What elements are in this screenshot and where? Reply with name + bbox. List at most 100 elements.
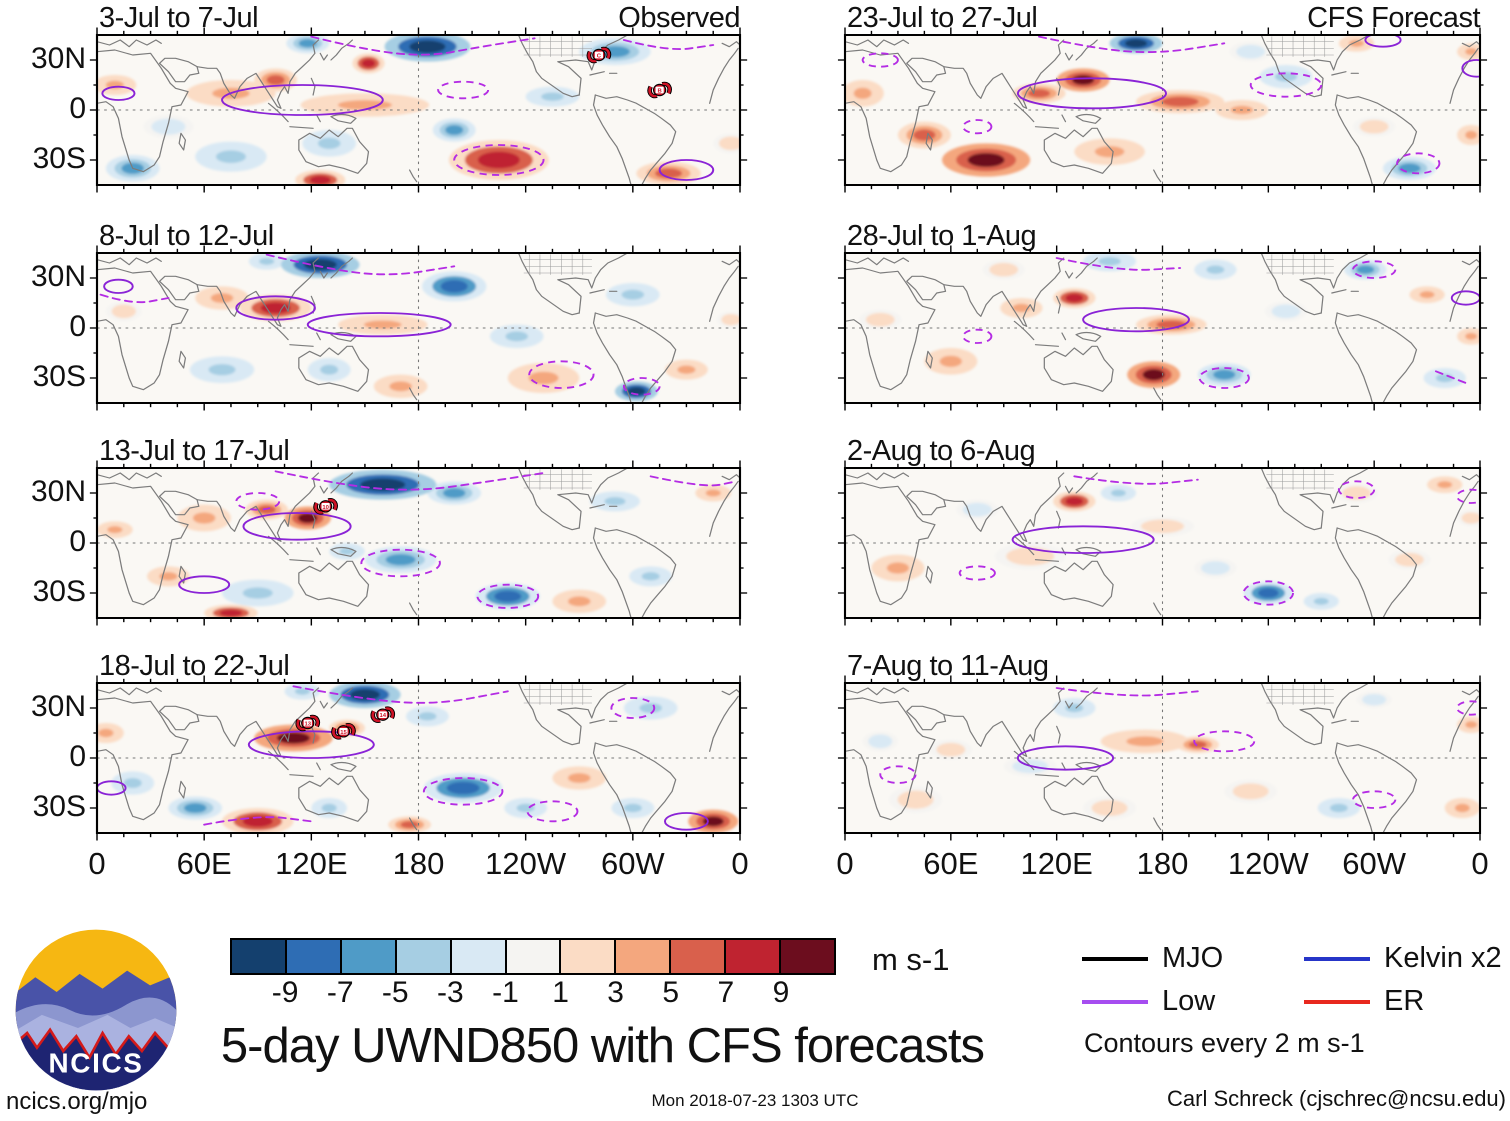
legend-item-er: ER (1304, 985, 1502, 1018)
ncics-logo: NCICS (14, 928, 178, 1092)
y-axis-tick-label: 0 (69, 740, 86, 773)
panel-title: 13-Jul to 17-Jul (99, 435, 290, 467)
colorbar-tick-label: -9 (271, 976, 299, 1009)
colorbar-tick-label: 1 (552, 976, 569, 1009)
colorbar (230, 938, 836, 975)
map-panel-3: 10 (89, 460, 748, 626)
x-axis-left: 0 60E 120E 180 120W 60W 0 (88, 846, 748, 886)
colorbar-tick-label: -3 (437, 976, 464, 1009)
x-axis-tick-label: 0 (1471, 846, 1489, 881)
legend-label: MJO (1162, 942, 1224, 974)
tropical-cyclone-marker: C (586, 46, 612, 64)
panel-corner-label: Observed (618, 2, 740, 34)
x-axis-tick-label: 120W (1227, 846, 1309, 881)
figure-title: 5-day UWND850 with CFS forecasts (220, 1019, 985, 1073)
panel-title: 7-Aug to 11-Aug (847, 650, 1049, 682)
x-axis-tick-label: 60E (923, 846, 979, 881)
map-panel-5 (837, 27, 1488, 193)
map-panel-2 (89, 245, 748, 411)
logo-ridge-line (15, 1027, 177, 1061)
legend-item-mjo: MJO (1082, 942, 1304, 975)
tropical-cyclone-marker: 13 (295, 714, 321, 732)
colorbar-cell (396, 940, 452, 973)
x-axis-tick-label: 0 (88, 846, 106, 881)
map-canvas: 10 (89, 460, 748, 626)
coastlines (97, 253, 740, 403)
y-axis-tick-label: 0 (69, 525, 86, 558)
logo-base (15, 1029, 177, 1091)
legend-item-low: Low (1082, 985, 1304, 1018)
map-panel-6 (837, 245, 1488, 411)
x-axis-tick-label: 0 (836, 846, 854, 881)
y-axis-tick-label: 30S (32, 360, 86, 393)
low-frequency-contours (861, 35, 1480, 175)
colorbar-tick-label: 9 (772, 976, 790, 1009)
map-panel-8 (837, 675, 1488, 841)
colorbar-tick-label: -1 (492, 976, 519, 1009)
colorbar-unit-label: m s-1 (872, 942, 950, 977)
colorbar-cell (561, 940, 617, 973)
map-canvas (89, 245, 748, 411)
colorbar-cell (341, 940, 397, 973)
y-axis-tick-label: 0 (69, 310, 86, 343)
panel-title: 18-Jul to 22-Jul (99, 650, 290, 682)
panel-corner-label: CFS Forecast (1307, 2, 1480, 34)
colorbar-cell (616, 940, 672, 973)
panel-title: 3-Jul to 7-Jul (99, 2, 259, 34)
footer-credit: Carl Schreck (cjschrec@ncsu.edu) (1167, 1086, 1506, 1111)
x-axis-tick-label: 120E (1020, 846, 1093, 881)
footer-url[interactable]: ncics.org/mjo (6, 1088, 148, 1115)
svg-text:10: 10 (322, 505, 329, 511)
y-axis-tick-label: 30N (30, 260, 86, 293)
y-axis-tick-label: 30N (30, 690, 86, 723)
colorbar-tick-label: 3 (607, 976, 624, 1009)
map-canvas: 13 15 14 (89, 675, 748, 841)
svg-text:14: 14 (380, 713, 387, 719)
colorbar-cell (232, 940, 287, 973)
panel-title: 28-Jul to 1-Aug (847, 220, 1037, 252)
coastlines (845, 683, 1480, 833)
legend-label: Low (1162, 985, 1216, 1017)
legend-label: Kelvin x2 (1384, 942, 1502, 974)
low-frequency-contours (178, 470, 738, 609)
ncics-logo-graphic: NCICS (15, 929, 177, 1091)
colorbar-tick-label: 7 (717, 976, 735, 1009)
tropical-cyclone-marker: 10 (313, 498, 338, 515)
legend-label: ER (1384, 985, 1425, 1017)
legend-item-kelvin-x2: Kelvin x2 (1304, 942, 1502, 975)
tropical-cyclone-marker: 14 (370, 706, 396, 723)
legend-line-sample (1082, 999, 1148, 1004)
colorbar-tick-label: -7 (326, 976, 354, 1009)
legend-line-sample (1082, 956, 1148, 961)
logo-text: NCICS (49, 1047, 144, 1078)
panel-title: 23-Jul to 27-Jul (847, 2, 1038, 34)
panel-title: 8-Jul to 12-Jul (99, 220, 274, 252)
colorbar-tick-label: -5 (381, 976, 409, 1009)
x-axis-tick-label: 120W (485, 846, 567, 881)
legend-line-sample (1304, 999, 1370, 1004)
colorbar-cell (286, 940, 342, 973)
footer-timestamp: Mon 2018-07-23 1303 UTC (651, 1091, 859, 1110)
y-axis-tick-label: 30S (32, 790, 86, 823)
low-frequency-contours (99, 253, 661, 396)
y-axis-tick-label: 30S (32, 575, 86, 608)
x-axis-tick-label: 60W (600, 846, 665, 881)
x-axis-tick-label: 180 (392, 846, 445, 881)
y-axis-tick-label: 30N (30, 475, 86, 508)
map-canvas (837, 675, 1488, 841)
y-axis-tick-label: 30N (30, 42, 86, 75)
tropical-cyclone-marker: B (647, 81, 672, 99)
x-axis-tick-label: 180 (1136, 846, 1189, 881)
colorbar-cell (726, 940, 782, 973)
coastlines (845, 35, 1480, 185)
y-axis-tick-label: 0 (69, 92, 86, 125)
x-axis-right: 0 60E 120E 180 120W 60W 0 (836, 846, 1488, 886)
coastlines (97, 683, 740, 833)
coastlines (97, 468, 740, 618)
colorbar-cell (506, 940, 562, 973)
colorbar-cell (671, 940, 727, 973)
map-canvas (837, 27, 1488, 193)
x-axis-tick-label: 60W (1342, 846, 1407, 881)
coastlines (845, 253, 1480, 403)
